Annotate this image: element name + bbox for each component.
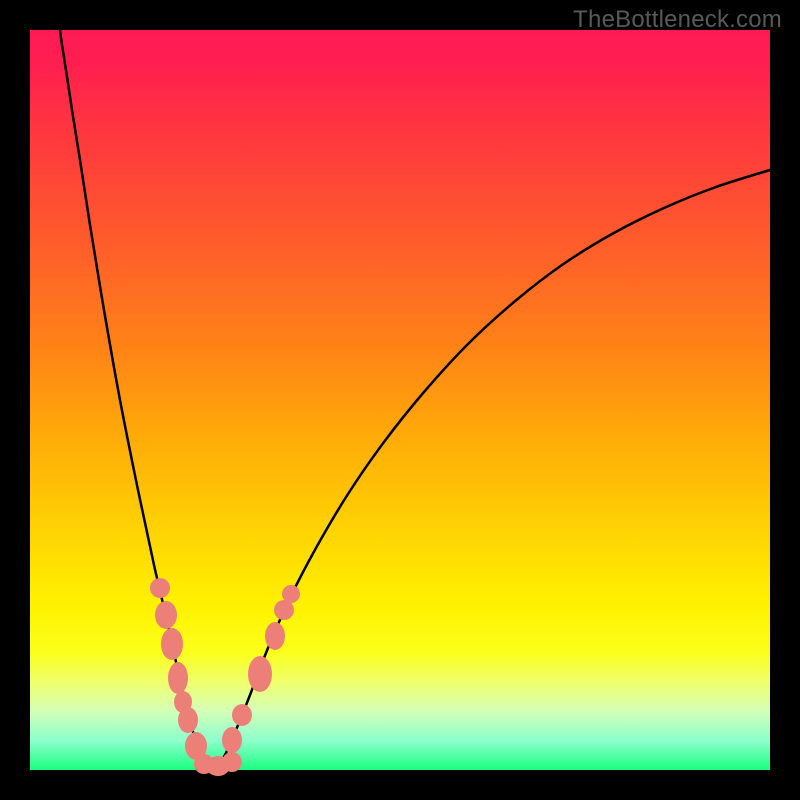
curve-marker [222,752,242,772]
curve-marker [161,628,183,660]
curve-marker [232,704,252,726]
watermark-text: TheBottleneck.com [573,6,782,34]
curve-marker [282,585,300,603]
curve-marker [222,727,242,753]
curve-marker [150,578,170,598]
curve-marker [248,656,272,692]
chart-plot-area [30,30,770,770]
curve-marker [265,622,285,650]
bottleneck-chart [0,0,800,800]
curve-marker [155,601,177,629]
curve-marker [178,707,198,733]
curve-marker [168,662,188,694]
